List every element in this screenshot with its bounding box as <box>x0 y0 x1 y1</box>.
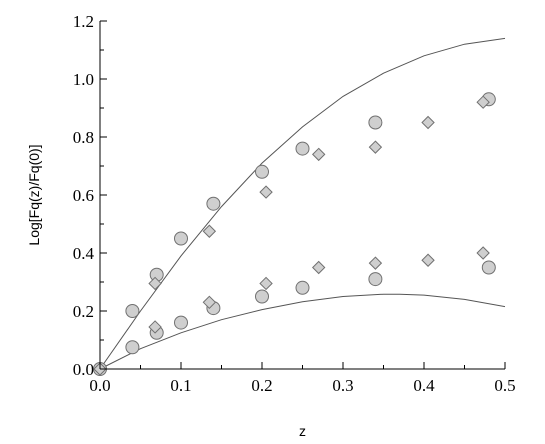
y-tick-label: 1.2 <box>73 12 94 31</box>
diamond-point <box>259 276 273 291</box>
diamond-point <box>421 115 435 130</box>
diamond-point <box>148 276 162 291</box>
upper-curve <box>99 37 506 370</box>
x-tick-label: 0.3 <box>332 376 353 395</box>
x-tick-label: 0.0 <box>89 376 110 395</box>
x-tick-label: 0.4 <box>413 376 435 395</box>
diamond-point <box>368 256 383 270</box>
x-axis-title: z <box>299 423 306 439</box>
diamond-point <box>476 95 490 109</box>
circle-point <box>368 115 383 130</box>
circle-point <box>481 260 496 275</box>
circle-point <box>125 340 140 355</box>
x-tick-label: 0.2 <box>251 376 272 395</box>
circle-point <box>255 289 269 304</box>
circle-point <box>368 272 383 287</box>
lower-curve <box>99 293 506 370</box>
axes: 0.0 0.1 0.2 0.3 0.4 0.5 0.0 0.2 0.4 0.6 0.8 1.0 1.2 <box>73 12 516 395</box>
diamond-point <box>311 147 326 162</box>
circle-point <box>255 164 269 179</box>
y-tick-label: 0.0 <box>73 360 94 379</box>
diamond-point <box>368 140 383 154</box>
diamond-point <box>259 185 273 199</box>
diamond-point <box>311 260 326 275</box>
circle-point <box>206 196 221 211</box>
circle-point <box>174 315 188 330</box>
y-tick-label: 0.6 <box>73 186 94 205</box>
diamond-point <box>148 320 162 334</box>
circle-point <box>125 304 140 318</box>
diamond-point <box>421 253 435 267</box>
diamond-point <box>202 224 217 238</box>
y-tick-label: 0.2 <box>73 302 94 321</box>
circle-point <box>295 280 310 295</box>
y-tick-label: 0.4 <box>73 244 95 263</box>
diamond-point <box>202 295 217 310</box>
y-tick-label: 0.8 <box>73 128 94 147</box>
y-tick-label: 1.0 <box>73 70 94 89</box>
diamond-point <box>476 246 490 260</box>
data-points <box>93 92 496 376</box>
circle-point <box>174 231 188 246</box>
model-curves <box>99 37 506 370</box>
x-tick-label: 0.5 <box>494 376 515 395</box>
x-tick-label: 0.1 <box>170 376 191 395</box>
y-axis-title: Log[Fq(z)/Fq(0)] <box>26 144 42 245</box>
circle-point <box>295 141 310 156</box>
